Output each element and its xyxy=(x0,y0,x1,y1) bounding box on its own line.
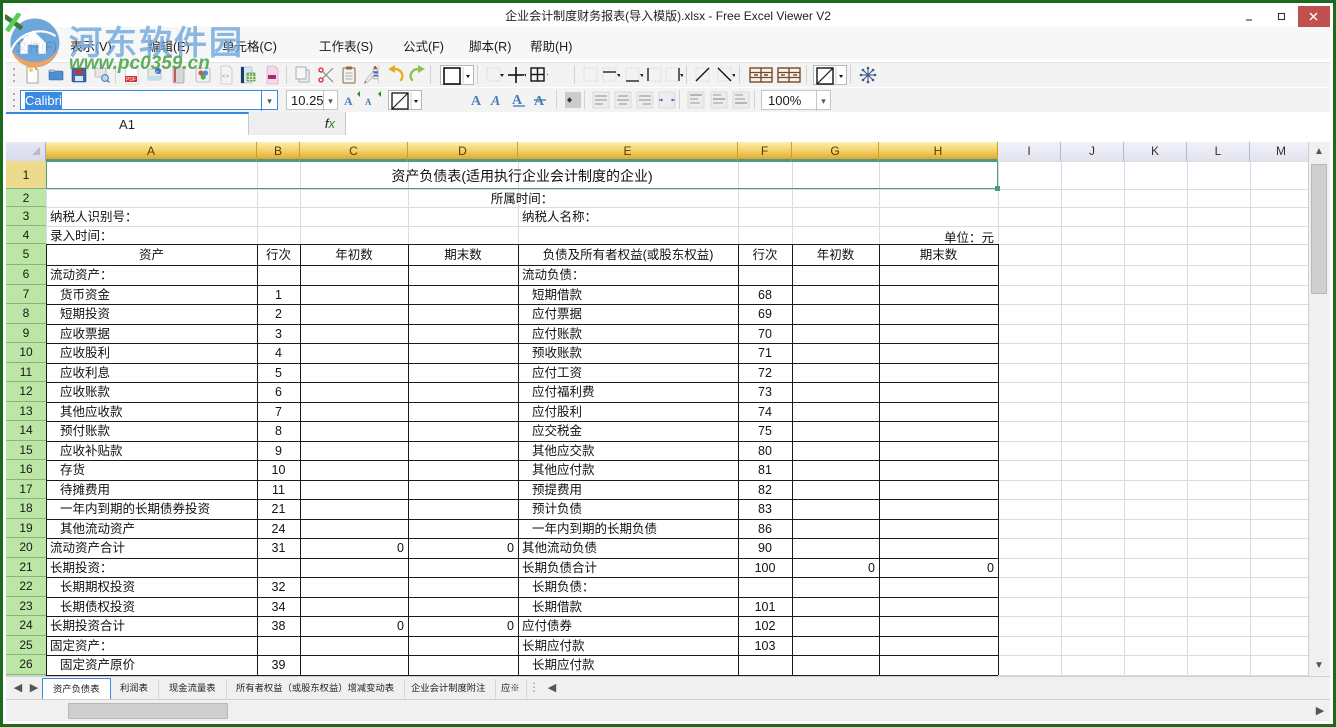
svg-text:A: A xyxy=(365,97,372,107)
svg-text:A: A xyxy=(490,94,500,109)
svg-text:PDF: PDF xyxy=(126,77,136,83)
svg-text:<>: <> xyxy=(222,73,230,80)
svg-text:A: A xyxy=(344,94,353,108)
svg-text:A: A xyxy=(534,94,545,109)
svg-text:A: A xyxy=(471,94,482,109)
